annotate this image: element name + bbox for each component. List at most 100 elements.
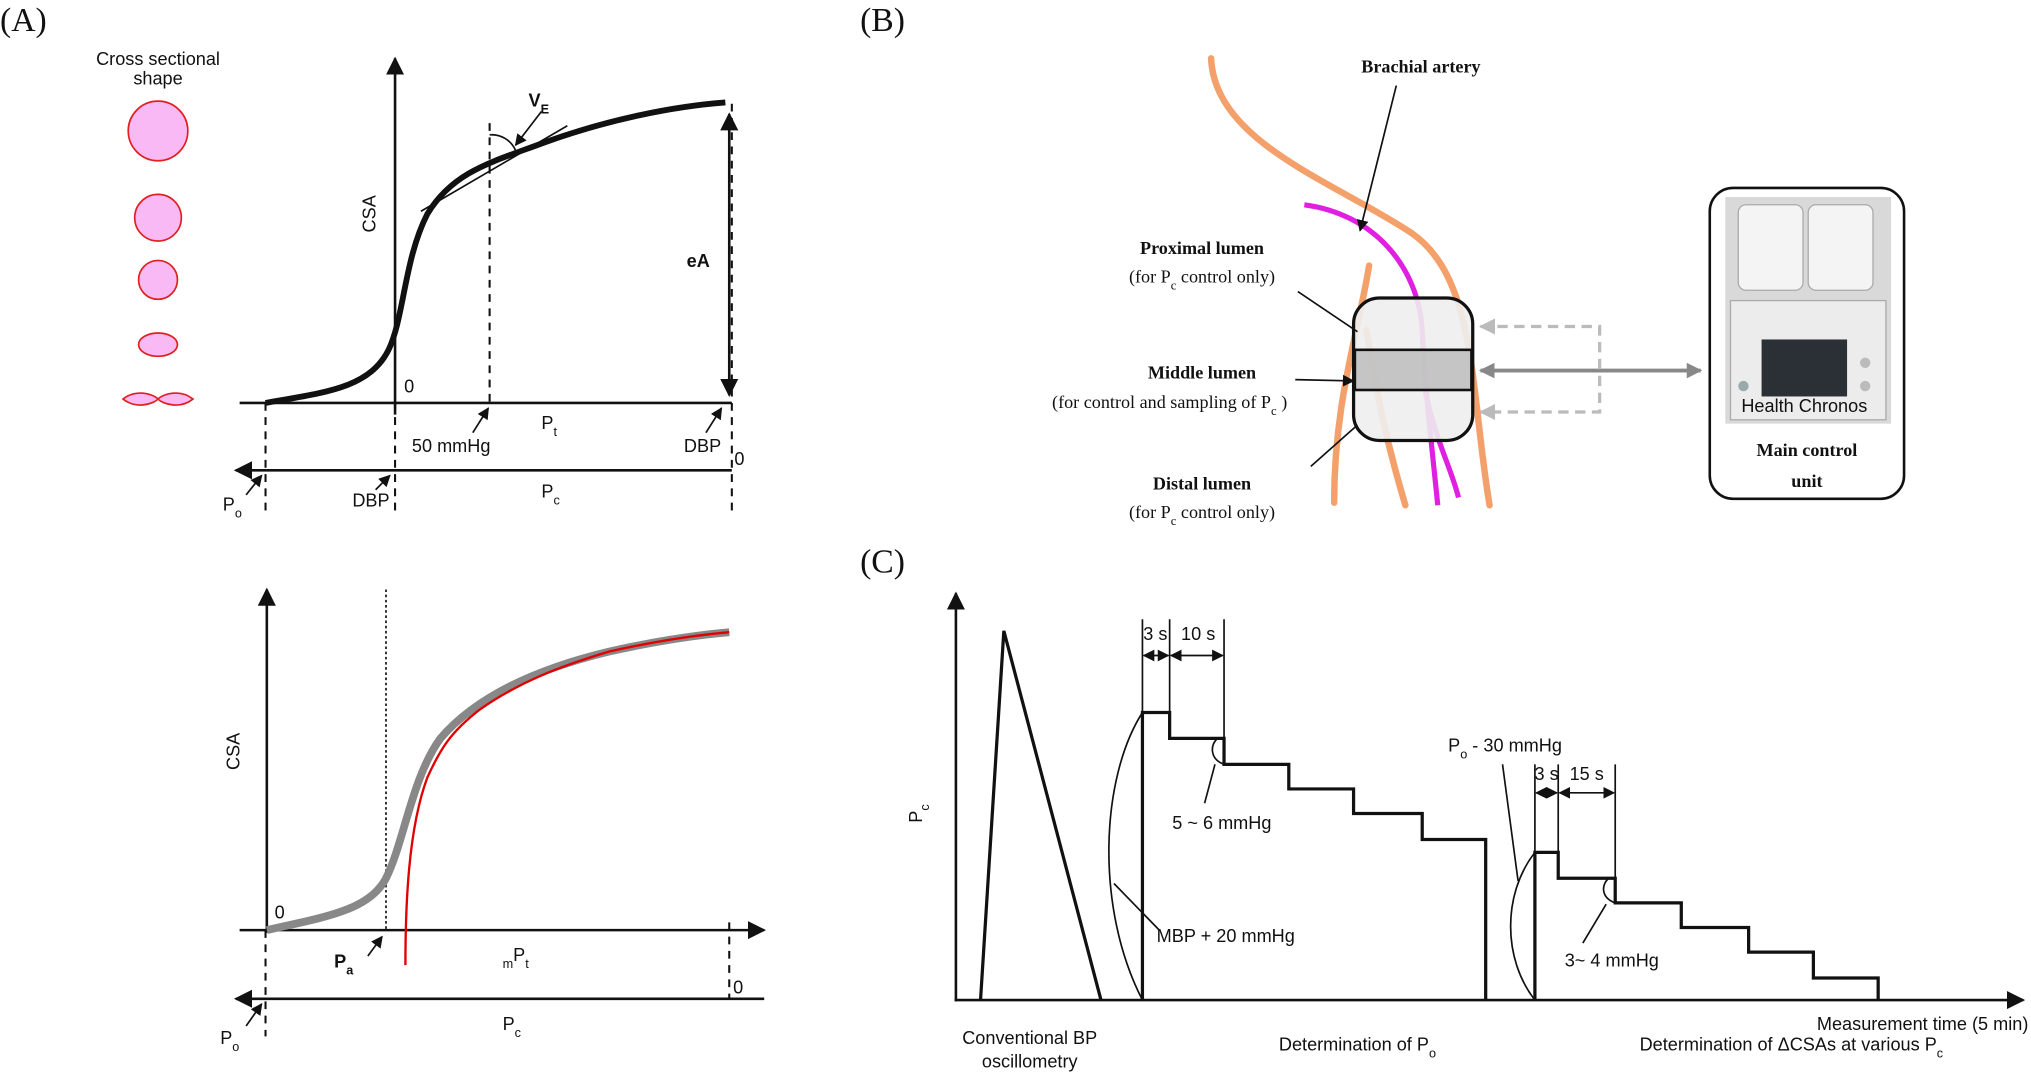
csa-curve [265, 99, 726, 406]
amplitude-label: eA [687, 251, 710, 271]
lumen-name: Middle lumen [1148, 362, 1256, 382]
po-label: Po [223, 494, 242, 520]
panel-label: (A) [0, 2, 47, 39]
text-run: (for control and sampling of P [1052, 392, 1271, 413]
text-run: P [220, 1028, 232, 1048]
subscript: c [1271, 404, 1277, 418]
subscript: E [541, 102, 549, 116]
line [1113, 882, 1160, 931]
text-run: P [334, 952, 346, 972]
phase-label: Determination of Po [1279, 1035, 1436, 1061]
hold-label: 3 s [1143, 624, 1167, 644]
text-run: (for P [1129, 502, 1171, 523]
text-run: ) [1277, 392, 1288, 413]
text-run: Determination of P [1279, 1035, 1429, 1055]
unit-label: Main control [1756, 440, 1857, 460]
shape [489, 133, 517, 151]
panel-c: (C) Pc 3 s 10 s 5 ~ 6 mmHg MBP + 20 mmHg… [860, 544, 2028, 1072]
text-run: P [503, 1014, 515, 1034]
text-run: P [906, 811, 926, 823]
drop-label: 5 ~ 6 mmHg [1172, 813, 1271, 833]
x-axis-label: Measurement time (5 min) [1817, 1014, 2029, 1034]
line [375, 474, 391, 491]
line [472, 407, 490, 434]
shape [1211, 737, 1225, 766]
rect [1807, 204, 1874, 291]
line [705, 407, 723, 434]
text-run: control only) [1176, 502, 1275, 523]
artery-label: Brachial artery [1361, 57, 1480, 77]
lumen-note: (for control and sampling of Pc ) [1052, 392, 1287, 418]
text-run: P [541, 481, 553, 501]
device-brand: Health Chronos [1741, 396, 1867, 416]
line [420, 125, 568, 212]
circle [133, 193, 183, 242]
subscript: c [1937, 1047, 1944, 1061]
subscript: c [554, 493, 561, 507]
line [1582, 903, 1607, 944]
phase-label: oscillometry [982, 1051, 1079, 1071]
phase-label: Determination of ΔCSAs at various Pc [1640, 1035, 1944, 1061]
model-curve [404, 631, 730, 966]
pa-label: Pa [334, 952, 354, 978]
shape [1207, 55, 1493, 509]
subscript: a [346, 964, 354, 978]
circle [1860, 357, 1871, 368]
start-label: Po - 30 mmHg [1448, 735, 1562, 761]
subscript: o [235, 506, 242, 520]
subscript: c [515, 1026, 522, 1040]
line [1356, 85, 1398, 232]
text-run: V [528, 90, 540, 110]
dbp-label: DBP [684, 436, 721, 456]
text-run: P [513, 945, 525, 965]
line [367, 935, 383, 957]
subscript: o [232, 1040, 239, 1054]
subscript: c [1171, 278, 1177, 292]
text-run: P [223, 494, 235, 514]
control-arrows [1478, 318, 1602, 421]
origin-label: 0 [404, 377, 414, 397]
subscript: t [554, 425, 558, 439]
fit-curve [265, 628, 730, 934]
text-run: - 30 mmHg [1467, 735, 1562, 755]
pressure-steps [1140, 710, 1488, 1001]
cross-section-title: shape [133, 68, 182, 88]
unit-label: unit [1791, 471, 1822, 491]
line [1310, 424, 1359, 468]
y-axis-label: CSA [360, 194, 380, 232]
ellipse [137, 332, 179, 358]
pc-axis-label: Pc [541, 481, 560, 507]
subscript: c [1171, 514, 1177, 528]
oscillometry-ramp [978, 630, 1103, 1001]
line [1295, 374, 1355, 387]
text-run: (for P [1129, 266, 1171, 287]
step-label: 15 s [1570, 764, 1604, 784]
po-label: Po [220, 1028, 239, 1054]
subscript: o [1460, 747, 1467, 761]
text-run: P [541, 413, 553, 433]
line [1297, 290, 1358, 333]
panel-label: (B) [860, 2, 905, 39]
text-run: control only) [1176, 266, 1275, 287]
step-label: 10 s [1181, 624, 1215, 644]
subscript: c [918, 804, 932, 811]
text-run: P [1448, 735, 1460, 755]
subscript: o [1429, 1047, 1436, 1061]
cross-section-title: Cross sectional [96, 49, 220, 69]
shape [1108, 712, 1144, 1001]
pc-axis-label: Pc [503, 1014, 522, 1040]
line [245, 1002, 263, 1027]
start-label: MBP + 20 mmHg [1157, 926, 1295, 946]
dimension-lines [1141, 619, 1617, 879]
line [245, 474, 263, 496]
circle [127, 100, 189, 162]
pressure-steps [1533, 850, 1880, 1001]
circle [1860, 380, 1871, 392]
y-axis-label: CSA [224, 732, 244, 770]
pc-zero-label: 0 [733, 978, 743, 998]
x-axis-label: mPt [503, 945, 530, 971]
cross-sections [121, 100, 195, 406]
dbp-label: DBP [352, 491, 389, 511]
panel-b: (B) Brachial artery Proximal lumen (for … [860, 2, 1906, 528]
